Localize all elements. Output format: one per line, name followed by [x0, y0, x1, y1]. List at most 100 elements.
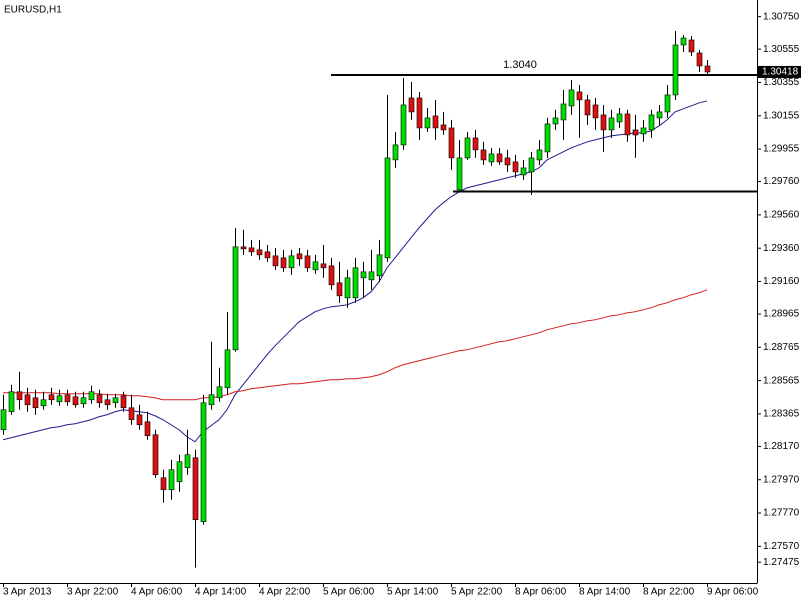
candle-body [608, 117, 615, 131]
candle-body [448, 127, 455, 159]
candle-body [640, 127, 647, 135]
x-tick-label: 4 Apr 14:00 [195, 587, 247, 598]
candle-body [648, 114, 655, 131]
x-tick-label: 5 Apr 14:00 [387, 587, 439, 598]
y-tick-label: 1.30750 [763, 11, 800, 22]
candle-body [272, 255, 279, 267]
y-tick-label: 1.30355 [763, 77, 800, 88]
candle-body [312, 261, 319, 271]
candle-body [192, 457, 199, 521]
x-tick-label: 3 Apr 2013 [3, 587, 52, 598]
chart-title: EURUSD,H1 [4, 5, 62, 16]
candle-body [416, 97, 423, 129]
candle-body [552, 117, 559, 125]
candle-body [264, 251, 271, 259]
candle-body [392, 144, 399, 161]
candle-body [504, 157, 511, 166]
candle-body [56, 395, 63, 403]
candle-body [296, 253, 303, 260]
y-tick-label: 1.30155 [763, 110, 800, 121]
candle-body [464, 137, 471, 159]
candle-body [352, 267, 359, 299]
candle-body [232, 246, 239, 351]
y-tick-label: 1.30555 [763, 44, 800, 55]
y-tick-label: 1.29760 [763, 176, 800, 187]
candle-body [696, 52, 703, 67]
candle-body [280, 257, 287, 269]
candle-body [624, 113, 631, 136]
candle-body [88, 391, 95, 401]
candle-body [16, 391, 23, 401]
candle-body [704, 65, 711, 73]
candle-body [656, 111, 663, 119]
candle-body [496, 153, 503, 163]
candle-body [408, 97, 415, 113]
candle-body [200, 402, 207, 523]
y-tick-label: 1.28565 [763, 375, 800, 386]
candle-body [240, 246, 247, 250]
candle-body [72, 396, 79, 406]
x-tick-label: 3 Apr 22:00 [67, 587, 119, 598]
candle-body [592, 104, 599, 119]
candle-body [64, 394, 71, 403]
y-tick-label: 1.28170 [763, 441, 800, 452]
x-tick-label: 9 Apr 06:00 [707, 587, 759, 598]
last-price-label: 1.30418 [762, 67, 799, 78]
candle-body [432, 115, 439, 129]
candle-body [160, 477, 167, 491]
candle-body [560, 103, 567, 121]
candle-body [512, 161, 519, 173]
y-tick-label: 1.28765 [763, 342, 800, 353]
x-tick-label: 8 Apr 14:00 [579, 587, 631, 598]
candle-body [480, 149, 487, 161]
candle-body [616, 113, 623, 123]
candle-body [0, 409, 7, 431]
candle-body [208, 394, 215, 406]
x-tick-label: 5 Apr 22:00 [451, 587, 503, 598]
candle-body [664, 94, 671, 113]
x-tick-label: 8 Apr 22:00 [643, 587, 695, 598]
y-tick-label: 1.29160 [763, 276, 800, 287]
candle-body [8, 391, 15, 413]
candle-body [168, 469, 175, 491]
candle-body [224, 349, 231, 389]
last-price-box [758, 65, 801, 78]
candle-body [104, 399, 111, 406]
y-tick-label: 1.27770 [763, 508, 800, 519]
candle-body [584, 99, 591, 116]
candle-body [600, 114, 607, 131]
candle-body [128, 407, 135, 421]
candle-body [680, 37, 687, 46]
candle-body [576, 91, 583, 101]
candle-body [440, 124, 447, 131]
y-tick-label: 1.28365 [763, 409, 800, 420]
candle-body [360, 271, 367, 279]
candle-body [544, 123, 551, 153]
candle-body [112, 397, 119, 404]
candle-body [96, 394, 103, 404]
y-tick-label: 1.29955 [763, 144, 800, 155]
candle-body [248, 247, 255, 253]
candle-body [320, 263, 327, 269]
candle-body [80, 397, 87, 405]
y-tick-label: 1.27570 [763, 541, 800, 552]
x-tick-label: 4 Apr 06:00 [131, 587, 183, 598]
y-tick-label: 1.27970 [763, 474, 800, 485]
candle-body [144, 421, 151, 437]
candle-body [336, 282, 343, 297]
candle-body [120, 395, 127, 409]
candle-body [400, 104, 407, 146]
level-label: 1.3040 [503, 59, 537, 71]
candle-body [376, 254, 383, 277]
x-tick-label: 5 Apr 06:00 [323, 587, 375, 598]
candle-body [304, 255, 311, 269]
candle-body [384, 157, 391, 259]
candle-body [520, 167, 527, 176]
x-tick-label: 4 Apr 22:00 [259, 587, 311, 598]
y-tick-label: 1.27475 [763, 557, 800, 568]
candle-body [472, 137, 479, 151]
